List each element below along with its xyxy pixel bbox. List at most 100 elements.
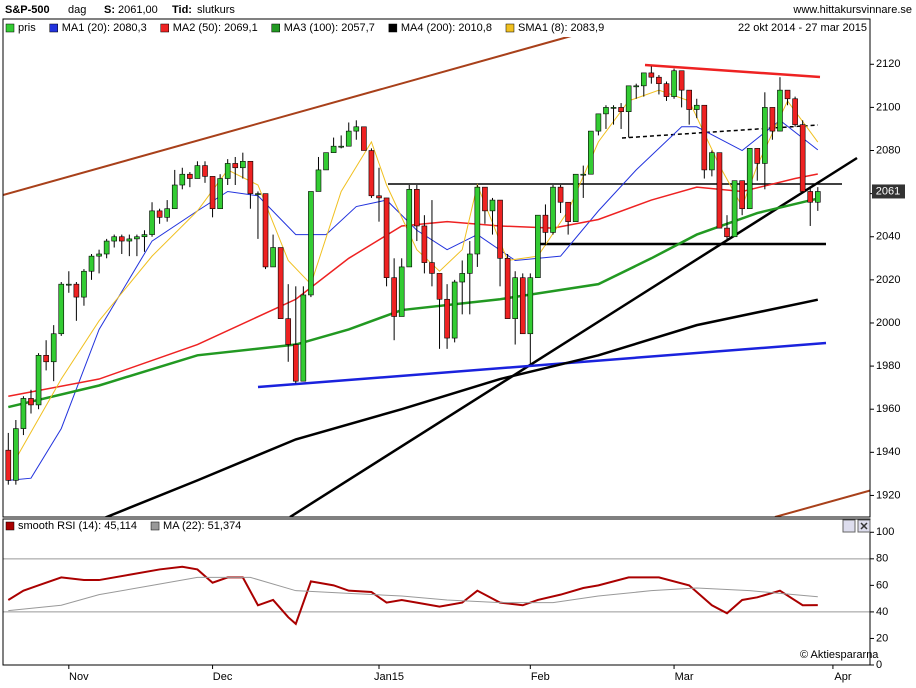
candle-body: [625, 85, 632, 113]
candle-body: [724, 227, 730, 238]
candle-body: [171, 184, 178, 210]
candle-body: [807, 191, 814, 203]
symbol: S&P-500: [5, 4, 50, 16]
legend-swatch: [388, 23, 398, 33]
candle-body: [497, 199, 503, 259]
legend-background: [3, 519, 870, 533]
candle-body: [678, 70, 685, 91]
candle-body: [96, 253, 102, 257]
candle-body: [466, 253, 473, 274]
candle-body: [361, 126, 367, 151]
candle-body: [648, 72, 655, 78]
candle-body: [663, 83, 670, 97]
candle-body: [300, 294, 307, 382]
candle-body: [671, 70, 677, 97]
candle-body: [149, 210, 155, 235]
line: [7, 565, 818, 626]
candle-body: [73, 283, 80, 298]
candle-body: [459, 273, 466, 283]
candle-body: [232, 163, 239, 169]
y-tick-label: 1960: [876, 403, 900, 415]
settings-icon[interactable]: [842, 519, 856, 533]
y-tick-label: 2100: [876, 101, 900, 113]
plot-frame: [2, 18, 871, 518]
legend-label: MA2 (50): 2069,1: [173, 22, 258, 34]
line: [103, 298, 819, 517]
candle-body: [292, 344, 299, 382]
candle-body: [277, 247, 284, 319]
candle-body: [565, 201, 571, 222]
y-tick-label: 2120: [876, 58, 900, 70]
candle-body: [330, 145, 337, 153]
trend-lines: [3, 32, 870, 517]
x-tick-label: Feb: [531, 671, 550, 683]
candle-body: [285, 318, 292, 345]
candle-body: [164, 208, 170, 218]
candle-body: [429, 262, 435, 274]
candle-body: [187, 173, 193, 179]
x-tick-label: Apr: [834, 671, 851, 683]
price-layer: [5, 66, 821, 517]
candle-body: [308, 191, 314, 296]
candle-body: [134, 236, 140, 240]
candle-body: [421, 225, 428, 263]
y-tick-label: 2040: [876, 231, 900, 243]
support-line: [257, 341, 827, 389]
candle-body: [656, 76, 662, 84]
legend-swatch: [505, 23, 515, 33]
candle-body: [709, 152, 715, 171]
y-tick-label: 100: [876, 526, 894, 538]
candle-body: [209, 176, 216, 210]
candle-body: [603, 107, 609, 115]
candle-body: [353, 126, 360, 132]
candle-body: [66, 283, 72, 286]
candle-body: [368, 150, 375, 197]
candle-body: [240, 160, 246, 169]
plot-frame: [2, 518, 871, 666]
candle-body: [580, 173, 587, 176]
last-price-box: [872, 184, 905, 199]
candle-body: [43, 355, 49, 363]
line: [8, 576, 818, 612]
candle-body: [595, 113, 602, 132]
candle-body: [20, 398, 27, 429]
candle-body: [542, 214, 549, 233]
y-tick-label: 0: [876, 659, 882, 671]
candle-body: [391, 277, 397, 317]
candle-body: [519, 277, 526, 335]
candle-body: [255, 193, 261, 195]
line: [8, 197, 819, 409]
candle-body: [557, 186, 564, 203]
candle-body: [512, 277, 518, 319]
candle-body: [103, 240, 110, 255]
candle-body: [383, 197, 390, 279]
candle-body: [247, 160, 254, 194]
x-tick-label: Dec: [213, 671, 233, 683]
legend-swatch: [160, 23, 169, 33]
line: [8, 173, 818, 398]
candle-body: [88, 255, 95, 272]
time: slutkurs: [197, 4, 235, 16]
candle-body: [754, 148, 761, 164]
candle-body: [118, 236, 125, 242]
candle-body: [262, 193, 269, 268]
y-tick-label: 60: [876, 579, 888, 591]
y-tick-label: 2080: [876, 144, 900, 156]
dashed-line: [621, 124, 819, 139]
x-tick-label: Mar: [675, 671, 694, 683]
candle-body: [179, 173, 186, 186]
trend-line: [774, 489, 870, 517]
candle-body: [111, 236, 118, 242]
legend-swatch: [150, 521, 160, 531]
candle-body: [58, 283, 65, 335]
candle-body: [444, 298, 450, 339]
candle-body: [345, 130, 352, 147]
period: dag: [68, 4, 86, 16]
candle-body: [762, 107, 768, 164]
y-tick-label: 2000: [876, 317, 900, 329]
legend-swatch: [5, 23, 15, 33]
candle-body: [323, 152, 329, 171]
y-tick-label: 1940: [876, 446, 900, 458]
panel-icons[interactable]: [842, 519, 871, 533]
